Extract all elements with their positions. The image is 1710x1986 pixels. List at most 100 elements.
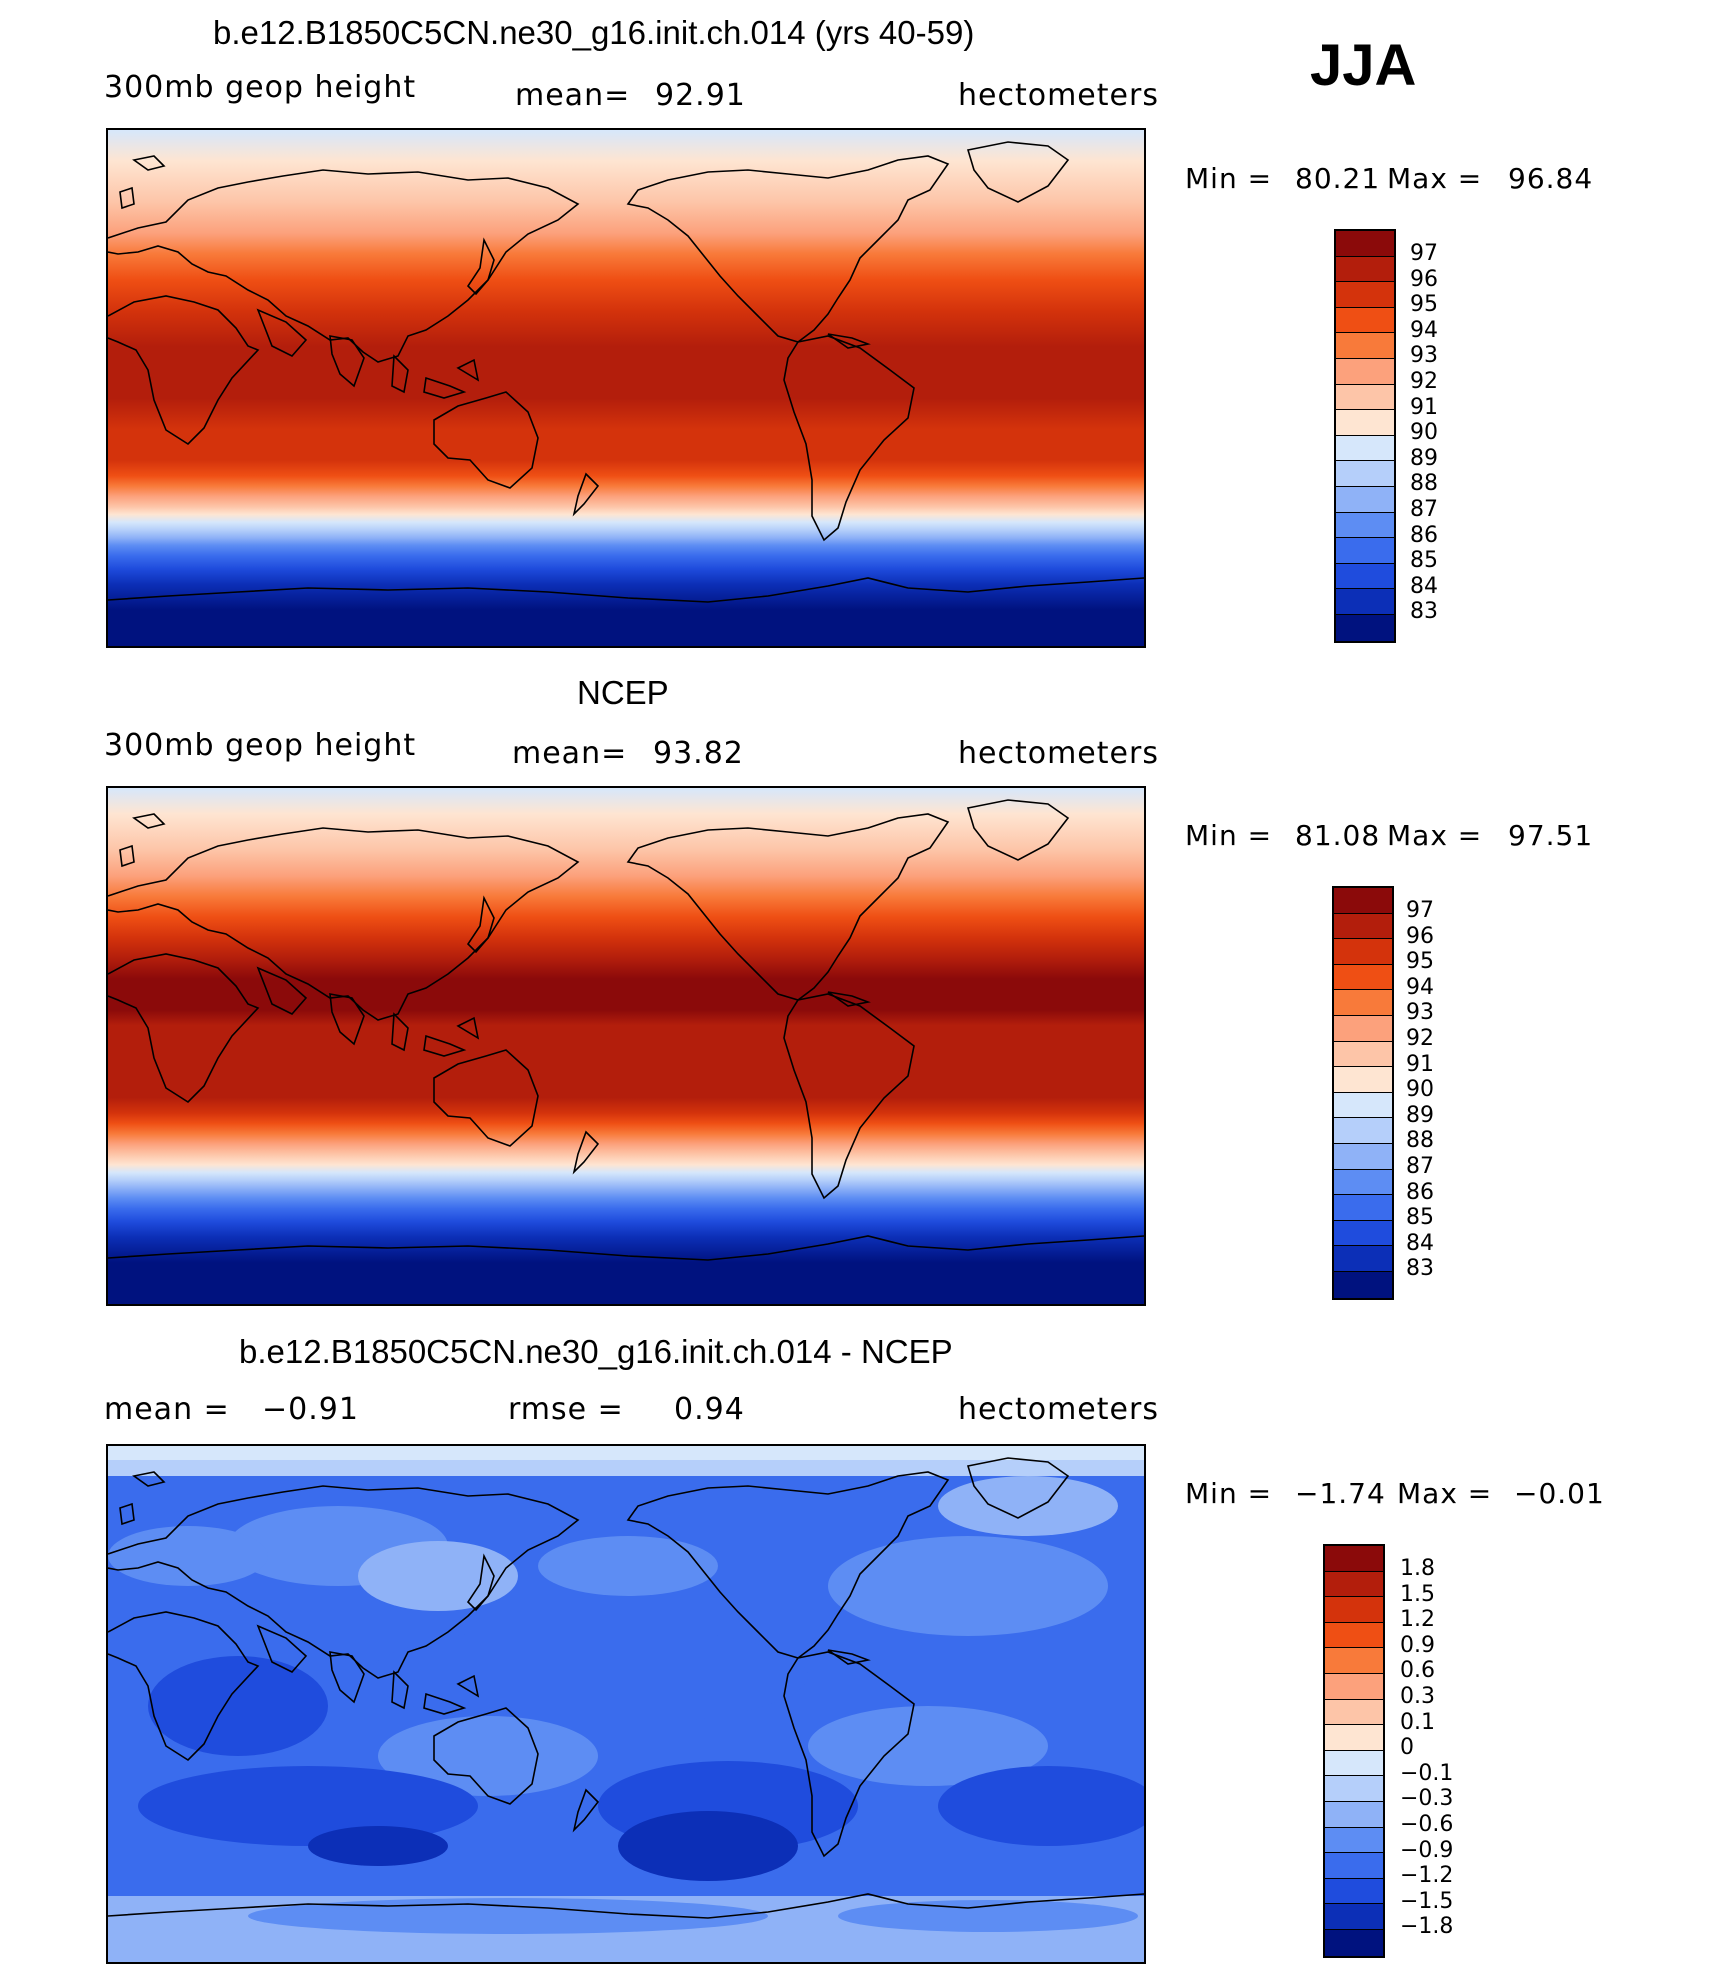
colorbar-segment [1336, 358, 1394, 385]
panel1-cbar-label: 91 [1410, 394, 1438, 420]
panel3-title: b.e12.B1850C5CN.ne30_g16.init.ch.014 - N… [239, 1333, 953, 1370]
colorbar-segment [1325, 1648, 1383, 1674]
panel3-min-label: Min = [1185, 1477, 1273, 1510]
panel1-colorbar [1334, 229, 1396, 643]
colorbar-segment [1334, 1246, 1392, 1272]
colorbar-segment [1325, 1597, 1383, 1623]
colorbar-segment [1334, 964, 1392, 991]
colorbar-segment [1334, 990, 1392, 1016]
panel3-colorbar [1323, 1544, 1385, 1958]
panel3-cbar-label: −0.6 [1400, 1812, 1454, 1837]
panel2-cbar-label: 92 [1406, 1026, 1434, 1051]
panel3-units: hectometers [958, 1392, 1159, 1427]
panel1-map-svg [108, 130, 1144, 646]
panel1-min-value: 80.21 [1295, 162, 1381, 195]
colorbar-segment [1336, 307, 1394, 334]
colorbar-segment [1336, 538, 1394, 564]
panel1-cbar-label: 85 [1410, 548, 1438, 574]
panel2-max-label: Max = [1387, 819, 1483, 852]
panel1-cbar-label: 92 [1410, 369, 1438, 394]
panel2-cbar-label: 95 [1406, 949, 1434, 975]
panel1-cbar-label: 89 [1410, 445, 1438, 471]
colorbar-segment [1325, 1776, 1383, 1802]
colorbar-segment [1334, 1220, 1392, 1247]
colorbar-segment [1334, 1041, 1392, 1068]
colorbar-segment [1336, 333, 1394, 359]
panel1-map [106, 128, 1146, 648]
panel3-max-value: −0.01 [1514, 1477, 1605, 1510]
colorbar-segment [1325, 1801, 1383, 1828]
panel3-rmse-value: 0.94 [674, 1392, 745, 1427]
panel1-cbar-label: 97 [1410, 241, 1438, 266]
panel3-difference-field [108, 1446, 1144, 1962]
panel1-cbar-label: 95 [1410, 292, 1438, 318]
colorbar-segment [1325, 1571, 1383, 1598]
panel1-cbar-label: 90 [1410, 420, 1438, 446]
panel3-cbar-label: 0.3 [1400, 1684, 1435, 1709]
panel2-cbar-label: 86 [1406, 1179, 1434, 1205]
colorbar-segment [1325, 1750, 1383, 1777]
colorbar-segment [1336, 410, 1394, 436]
colorbar-segment [1325, 1699, 1383, 1726]
panel3-mean-label: mean = [104, 1392, 230, 1427]
panel1-cbar-label: 83 [1410, 599, 1438, 625]
panel3-mean-value: −0.91 [262, 1392, 359, 1427]
panel3-cbar-label: 0 [1400, 1735, 1414, 1761]
colorbar-segment [1334, 1015, 1392, 1042]
panel1-max-value: 96.84 [1508, 162, 1594, 195]
colorbar-segment [1325, 1904, 1383, 1930]
panel2-cbar-label: 89 [1406, 1102, 1434, 1128]
panel1-coastlines [108, 141, 1144, 603]
panel2-cbar-label: 90 [1406, 1077, 1434, 1103]
panel2-colorbar [1332, 886, 1394, 1300]
colorbar-segment [1334, 913, 1392, 940]
panel1-cbar-label: 86 [1410, 522, 1438, 548]
panel1-cbar-label: 93 [1410, 343, 1438, 369]
panel1-variable-label: 300mb geop height [104, 70, 417, 105]
panel1-cbar-label: 87 [1410, 497, 1438, 522]
colorbar-segment [1336, 256, 1394, 283]
panel2-cbar-label: 97 [1406, 898, 1434, 923]
panel3-cbar-label: −1.2 [1400, 1863, 1454, 1889]
colorbar-segment [1325, 1929, 1383, 1956]
panel3-cbar-label: 0.9 [1400, 1632, 1435, 1658]
panel1-cbar-label: 88 [1410, 471, 1438, 497]
panel1-cbar-label: 94 [1410, 317, 1438, 343]
panel2-map-svg [108, 788, 1144, 1304]
panel2-coastlines [108, 799, 1144, 1261]
panel2-cbar-label: 91 [1406, 1051, 1434, 1077]
panel3-cbar-label: 0.6 [1400, 1658, 1435, 1684]
panel3-cbar-label: −1.8 [1400, 1914, 1454, 1940]
panel3-map [106, 1444, 1146, 1964]
colorbar-segment [1336, 486, 1394, 513]
panel1-min-label: Min = [1185, 162, 1273, 195]
colorbar-segment [1334, 1118, 1392, 1144]
panel2-cbar-label: 83 [1406, 1256, 1434, 1282]
panel2-cbar-label: 85 [1406, 1205, 1434, 1231]
panel2-max-value: 97.51 [1508, 819, 1594, 852]
colorbar-segment [1334, 1092, 1392, 1119]
panel3-cbar-label: 0.1 [1400, 1709, 1435, 1735]
colorbar-segment [1336, 461, 1394, 487]
colorbar-segment [1334, 888, 1392, 914]
panel2-cbar-label: 93 [1406, 1000, 1434, 1026]
colorbar-segment [1336, 512, 1394, 539]
panel3-cbar-label: −1.5 [1400, 1888, 1454, 1914]
colorbar-segment [1334, 1143, 1392, 1170]
panel3-cbar-label: 1.5 [1400, 1581, 1435, 1607]
colorbar-segment [1325, 1622, 1383, 1649]
colorbar-segment [1336, 435, 1394, 462]
panel2-mean-value: 93.82 [653, 736, 744, 771]
panel1-max-label: Max = [1387, 162, 1483, 195]
panel2-map [106, 786, 1146, 1306]
colorbar-segment [1334, 1271, 1392, 1298]
colorbar-segment [1325, 1878, 1383, 1905]
panel2-mean-label: mean= [512, 736, 628, 771]
panel1-cbar-label: 84 [1410, 573, 1438, 599]
colorbar-segment [1334, 1067, 1392, 1093]
panel3-cbar-label: −0.9 [1400, 1837, 1454, 1863]
panel1-cbar-label: 96 [1410, 266, 1438, 292]
panel2-cbar-label: 94 [1406, 974, 1434, 1000]
panel3-cbar-label: 1.8 [1400, 1556, 1435, 1581]
colorbar-segment [1334, 1169, 1392, 1196]
